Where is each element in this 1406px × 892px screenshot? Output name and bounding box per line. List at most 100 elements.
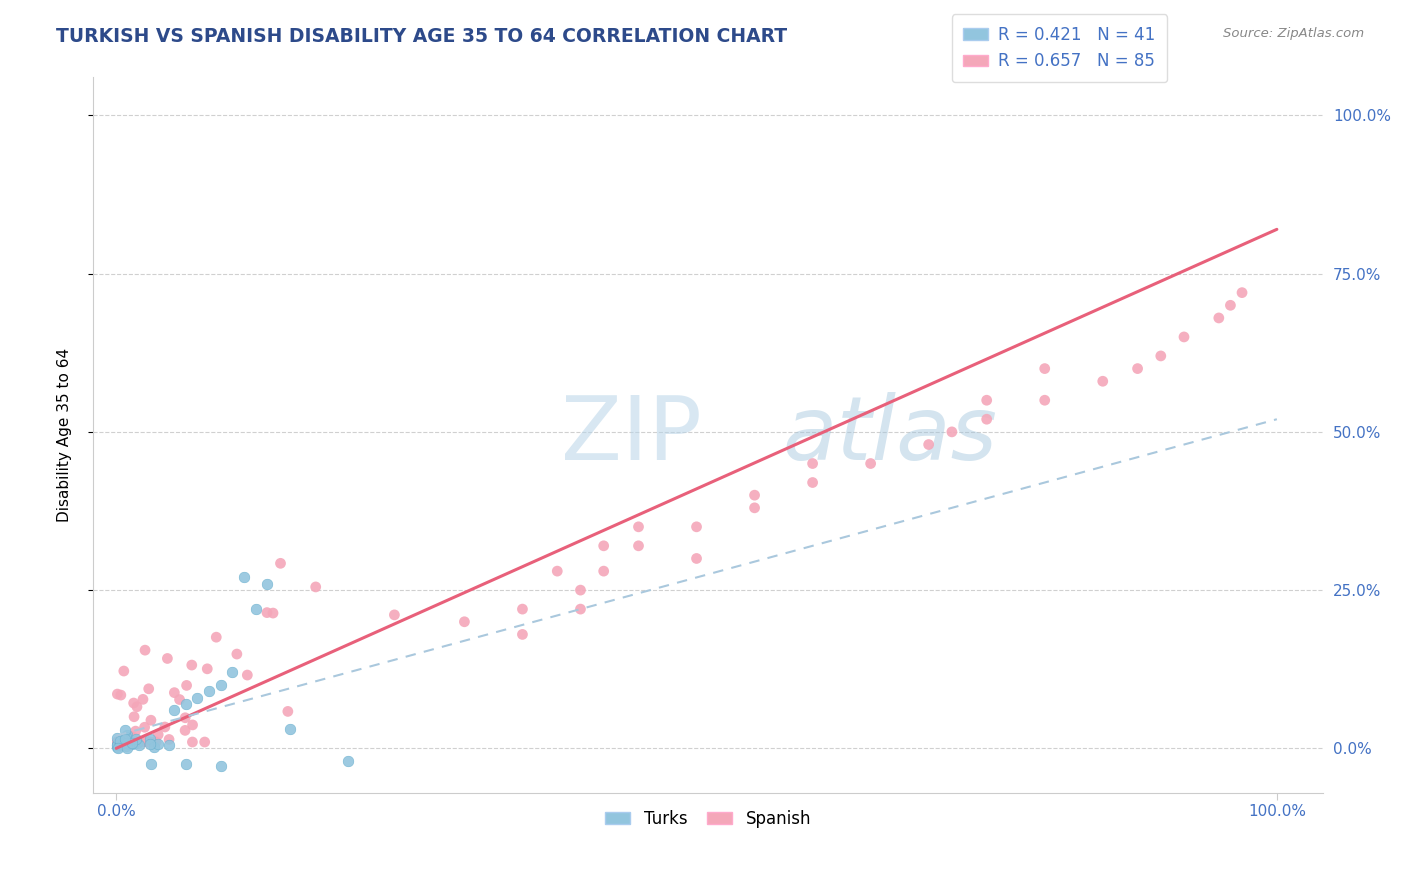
Point — [121, 737, 143, 751]
Text: TURKISH VS SPANISH DISABILITY AGE 35 TO 64 CORRELATION CHART: TURKISH VS SPANISH DISABILITY AGE 35 TO … — [56, 27, 787, 45]
Point — [114, 733, 136, 747]
Point — [138, 735, 160, 749]
Point — [1091, 374, 1114, 388]
Point — [592, 539, 614, 553]
Point — [136, 735, 159, 749]
Point — [111, 735, 134, 749]
Point — [1126, 361, 1149, 376]
Point — [685, 520, 707, 534]
Point — [105, 739, 128, 753]
Point — [122, 736, 145, 750]
Point — [115, 735, 138, 749]
Point — [105, 739, 128, 754]
Point — [198, 684, 221, 698]
Point — [153, 720, 176, 734]
Point — [157, 738, 180, 752]
Text: Source: ZipAtlas.com: Source: ZipAtlas.com — [1223, 27, 1364, 40]
Point — [139, 713, 162, 727]
Point — [305, 580, 328, 594]
Point — [105, 731, 128, 745]
Point — [1033, 393, 1056, 408]
Point — [105, 738, 128, 752]
Point — [801, 457, 824, 471]
Point — [1219, 298, 1241, 312]
Point — [124, 731, 146, 746]
Point — [157, 732, 180, 747]
Point — [146, 728, 169, 742]
Point — [181, 735, 204, 749]
Point — [110, 735, 132, 749]
Point — [156, 651, 179, 665]
Point — [236, 668, 259, 682]
Point — [744, 500, 766, 515]
Point — [115, 730, 138, 744]
Point — [105, 735, 128, 749]
Point — [278, 723, 301, 737]
Point — [569, 602, 592, 616]
Point — [105, 687, 128, 701]
Point — [115, 739, 138, 753]
Point — [117, 736, 139, 750]
Point — [918, 437, 941, 451]
Point — [124, 735, 146, 749]
Point — [180, 658, 202, 673]
Point — [174, 697, 197, 711]
Point — [209, 759, 232, 773]
Point — [127, 735, 149, 749]
Legend: Turks, Spanish: Turks, Spanish — [599, 803, 818, 834]
Point — [512, 602, 534, 616]
Point — [453, 615, 475, 629]
Point — [125, 699, 148, 714]
Point — [569, 583, 592, 598]
Point — [245, 602, 267, 616]
Point — [205, 630, 228, 644]
Point — [174, 757, 197, 772]
Point — [111, 733, 134, 747]
Point — [277, 705, 299, 719]
Point — [1208, 310, 1230, 325]
Point — [112, 738, 135, 752]
Point — [209, 678, 232, 692]
Point — [337, 754, 360, 768]
Point — [138, 731, 160, 746]
Point — [1230, 285, 1253, 300]
Point — [115, 740, 138, 755]
Point — [186, 690, 208, 705]
Point — [114, 735, 136, 749]
Point — [146, 737, 169, 751]
Point — [221, 665, 243, 680]
Point — [107, 735, 129, 749]
Point — [121, 730, 143, 744]
Point — [225, 647, 247, 661]
Point — [1150, 349, 1173, 363]
Point — [181, 718, 204, 732]
Point — [174, 711, 197, 725]
Text: ZIP: ZIP — [561, 392, 702, 478]
Point — [174, 723, 197, 738]
Text: atlas: atlas — [782, 392, 997, 478]
Point — [384, 607, 406, 622]
Point — [129, 735, 152, 749]
Point — [110, 688, 132, 702]
Point — [194, 735, 217, 749]
Point — [232, 570, 254, 584]
Point — [118, 737, 141, 751]
Point — [976, 393, 998, 408]
Point — [114, 732, 136, 747]
Point — [941, 425, 963, 439]
Point — [195, 662, 218, 676]
Point — [262, 606, 284, 620]
Point — [627, 520, 650, 534]
Y-axis label: Disability Age 35 to 64: Disability Age 35 to 64 — [58, 348, 72, 522]
Point — [105, 735, 128, 749]
Point — [112, 735, 135, 749]
Point — [143, 735, 166, 749]
Point — [801, 475, 824, 490]
Point — [124, 724, 146, 739]
Point — [270, 557, 292, 571]
Point — [107, 735, 129, 749]
Point — [859, 457, 882, 471]
Point — [138, 737, 160, 751]
Point — [110, 737, 132, 751]
Point — [132, 692, 155, 706]
